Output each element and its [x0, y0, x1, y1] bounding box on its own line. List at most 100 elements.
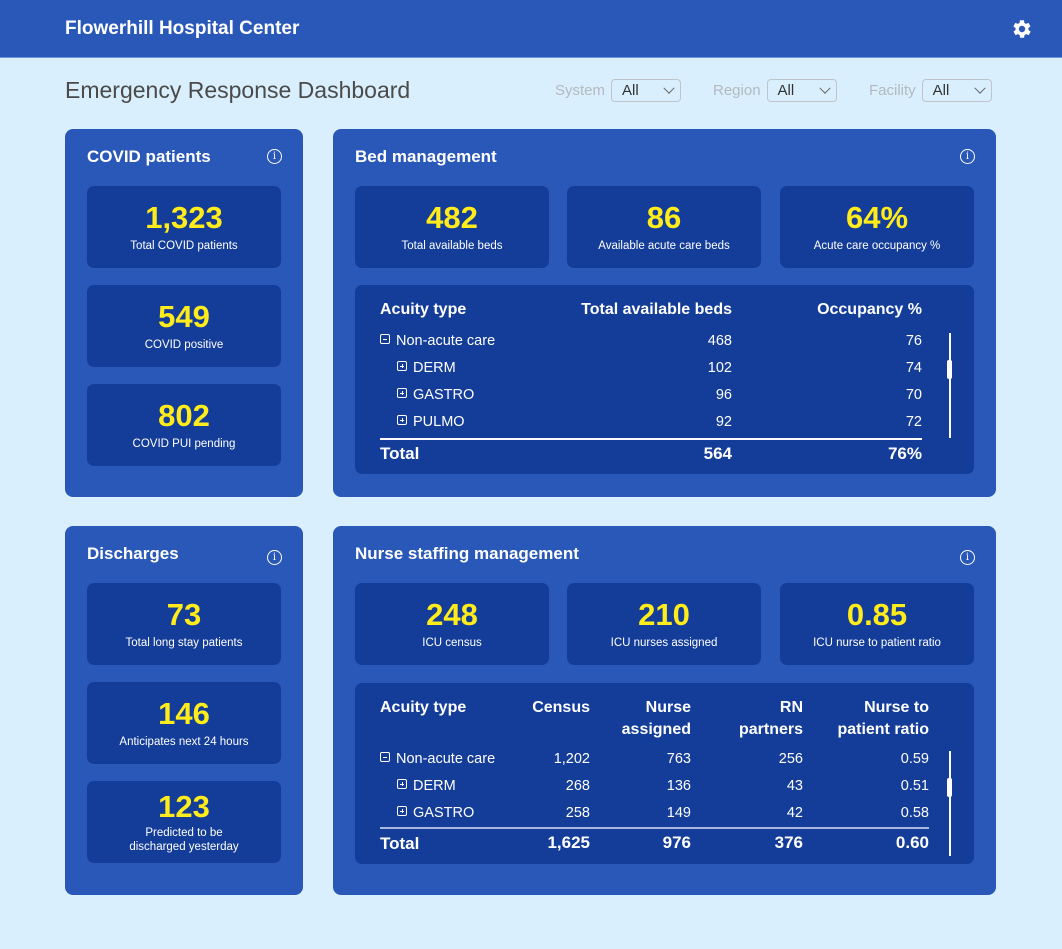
column-header: Census	[532, 699, 590, 716]
stat-card: 64% Acute care occupancy %	[780, 186, 974, 268]
stat-value: 210	[638, 597, 690, 632]
header-line: RN	[779, 699, 803, 716]
occupancy-cell: 74	[905, 360, 922, 376]
stat-card: 482 Total available beds	[355, 186, 549, 268]
stat-label: Anticipates next 24 hours	[119, 736, 249, 748]
collapse-icon[interactable]	[380, 752, 390, 763]
scrollbar-track[interactable]	[949, 751, 951, 856]
census-cell: 268	[565, 778, 590, 794]
scrollbar-track[interactable]	[949, 333, 951, 438]
beds-cell: 96	[715, 387, 732, 403]
panel-title: COVID patients	[87, 147, 211, 166]
rn-cell: 256	[778, 751, 803, 767]
chevron-down-icon	[663, 82, 675, 94]
expand-icon[interactable]	[397, 779, 407, 790]
stat-label: Predicted to be discharged yesterday	[129, 826, 238, 854]
stat-label: Total long stay patients	[125, 637, 243, 649]
stat-card: 549 COVID positive	[87, 285, 281, 367]
chevron-down-icon	[818, 82, 831, 94]
assigned-cell: 136	[666, 778, 691, 794]
info-icon[interactable]: i	[267, 149, 282, 164]
total-label: Total	[380, 444, 420, 463]
stat-label: Acute care occupancy %	[813, 240, 941, 252]
facility-select[interactable]: All	[921, 79, 992, 102]
header-line: Nurse	[645, 699, 691, 716]
row-label: PULMO	[397, 414, 465, 430]
column-header: RN partners	[703, 697, 803, 741]
stat-card: 1,323 Total COVID patients	[87, 186, 281, 268]
facility-select-value: All	[932, 82, 950, 99]
divider	[380, 438, 922, 440]
occupancy-cell: 70	[905, 387, 922, 403]
beds-cell: 102	[707, 360, 732, 376]
scrollbar-thumb[interactable]	[947, 778, 952, 797]
total-occupancy: 76%	[887, 444, 922, 463]
rn-cell: 43	[786, 778, 803, 794]
total-ratio: 0.60	[895, 833, 929, 852]
scrollbar-thumb[interactable]	[947, 360, 952, 379]
stat-value: 64%	[845, 200, 909, 235]
stat-label: COVID PUI pending	[132, 438, 236, 450]
info-icon[interactable]: i	[960, 149, 975, 164]
row-name: GASTRO	[413, 805, 475, 821]
occupancy-cell: 76	[905, 333, 922, 349]
stat-value: 73	[166, 597, 202, 632]
system-select-value: All	[622, 82, 639, 99]
row-name: DERM	[413, 360, 456, 376]
ratio-cell: 0.59	[900, 751, 929, 767]
row-label: GASTRO	[397, 387, 474, 403]
bed-panel: Bed management i 482 Total available bed…	[333, 129, 996, 497]
filter-facility: Facility All	[869, 79, 992, 102]
top-bar: Flowerhill Hospital Center	[0, 0, 1062, 58]
gear-icon[interactable]	[1010, 17, 1034, 41]
expand-icon[interactable]	[397, 361, 407, 372]
nurse-panel: Nurse staffing management i 248 ICU cens…	[333, 526, 996, 895]
expand-icon[interactable]	[397, 415, 407, 426]
discharges-panel: Discharges i 73 Total long stay patients…	[65, 526, 303, 895]
stat-card: 248 ICU census	[355, 583, 549, 665]
stat-label: Total available beds	[401, 240, 503, 252]
row-label: Non-acute care	[380, 751, 495, 767]
row-label: GASTRO	[397, 805, 474, 821]
panel-title: Discharges	[87, 544, 179, 563]
stat-value: 146	[158, 696, 210, 731]
stat-card: 146 Anticipates next 24 hours	[87, 682, 281, 764]
total-label: Total	[380, 834, 420, 853]
total-rn: 376	[774, 833, 803, 852]
row-label: DERM	[397, 778, 456, 794]
header-line: assigned	[621, 721, 691, 738]
beds-cell: 92	[715, 414, 732, 430]
row-name: Non-acute care	[396, 751, 496, 767]
stat-label: ICU nurse to patient ratio	[813, 637, 941, 649]
expand-icon[interactable]	[397, 388, 407, 399]
stat-card: 73 Total long stay patients	[87, 583, 281, 665]
stat-label: Total COVID patients	[130, 240, 238, 252]
census-cell: 258	[565, 805, 590, 821]
stat-card: 86 Available acute care beds	[567, 186, 761, 268]
region-select[interactable]: All	[766, 79, 837, 102]
stat-value: 0.85	[846, 597, 908, 632]
filter-facility-label: Facility	[869, 82, 916, 99]
system-select[interactable]: All	[611, 79, 682, 102]
collapse-icon[interactable]	[380, 334, 390, 345]
page-title: Emergency Response Dashboard	[65, 77, 411, 103]
row-name: Non-acute care	[396, 333, 496, 349]
divider	[380, 827, 929, 829]
stat-card: 210 ICU nurses assigned	[567, 583, 761, 665]
expand-icon[interactable]	[397, 806, 407, 817]
column-header: Nurse assigned	[591, 697, 691, 741]
nurse-table: Acuity type Census Nurse assigned RN par…	[355, 683, 974, 864]
info-icon[interactable]: i	[267, 550, 282, 565]
stat-value: 248	[426, 597, 478, 632]
app-title: Flowerhill Hospital Center	[65, 18, 300, 39]
stat-label: Available acute care beds	[598, 240, 730, 252]
chevron-down-icon	[974, 82, 986, 94]
column-header: Total available beds	[581, 301, 732, 318]
occupancy-cell: 72	[905, 414, 922, 430]
info-icon[interactable]: i	[960, 550, 975, 565]
header-line: partners	[738, 721, 803, 738]
stat-card: 0.85 ICU nurse to patient ratio	[780, 583, 974, 665]
stat-value: 1,323	[145, 200, 223, 235]
filter-system: System All	[555, 79, 682, 102]
stat-label: COVID positive	[144, 339, 224, 351]
